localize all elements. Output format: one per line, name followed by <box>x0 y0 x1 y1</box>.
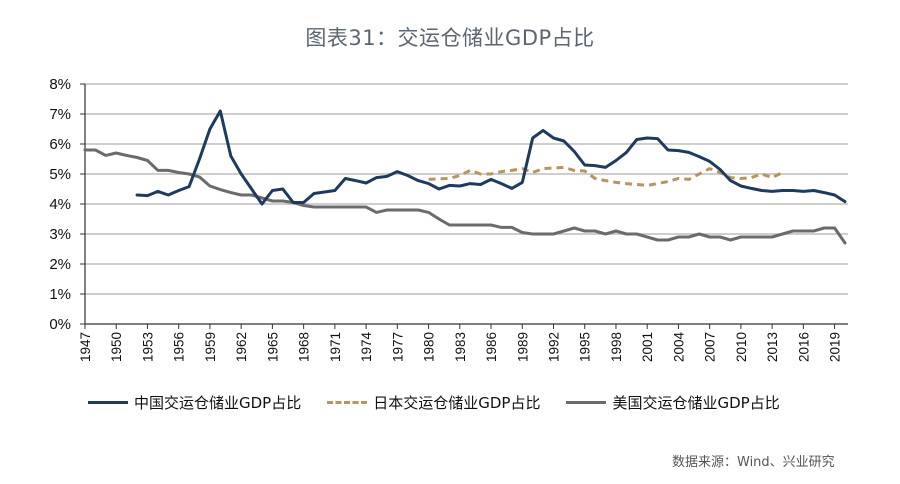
x-tick-label: 1953 <box>140 332 155 362</box>
legend-item-china[interactable]: 中国交运仓储业GDP占比 <box>88 392 301 413</box>
legend: 中国交运仓储业GDP占比 日本交运仓储业GDP占比 美国交运仓储业GDP占比 <box>88 392 806 413</box>
x-tick-label: 1977 <box>390 332 405 362</box>
x-tick-label: 1971 <box>328 332 343 362</box>
legend-swatch-china <box>88 401 128 404</box>
y-tick-label: 2% <box>49 256 71 273</box>
x-tick-label: 1980 <box>422 332 437 362</box>
x-tick-label: 2001 <box>640 332 655 362</box>
y-axis-ticks: 0% 1% 2% 3% 4% 5% 6% 7% 8% <box>49 76 71 333</box>
y-tick-label: 5% <box>49 166 71 183</box>
x-tick-label: 1962 <box>234 332 249 362</box>
y-tick-label: 8% <box>49 76 71 93</box>
x-tick-label: 1983 <box>453 332 468 362</box>
x-tick-label: 1965 <box>265 332 280 362</box>
x-tick-label: 2010 <box>734 332 749 362</box>
legend-label-japan: 日本交运仓储业GDP占比 <box>373 394 541 412</box>
x-tick-label: 2007 <box>703 332 718 362</box>
x-tick-label: 1968 <box>297 332 312 362</box>
y-tick-label: 1% <box>49 286 71 303</box>
x-tick-label: 1986 <box>484 332 499 362</box>
x-tick-label: 1998 <box>609 332 624 362</box>
legend-swatch-usa <box>566 401 607 404</box>
y-tick-label: 6% <box>49 136 71 153</box>
y-tick-label: 7% <box>49 106 71 123</box>
x-tick-label: 1959 <box>203 332 218 362</box>
gridlines <box>85 83 848 295</box>
source-note: 数据来源：Wind、兴业研究 <box>672 455 835 470</box>
legend-item-usa[interactable]: 美国交运仓储业GDP占比 <box>566 392 780 413</box>
x-tick-label: 2004 <box>671 332 686 363</box>
x-tick-label: 1974 <box>359 332 374 363</box>
y-tick-label: 4% <box>49 196 71 213</box>
series-lines <box>83 109 847 245</box>
legend-item-japan[interactable]: 日本交运仓储业GDP占比 <box>327 392 540 413</box>
chart-title: 图表31：交运仓储业GDP占比 <box>305 26 595 50</box>
y-tick-label: 0% <box>49 316 71 333</box>
axes <box>80 83 848 329</box>
x-tick-label: 1950 <box>109 332 124 362</box>
x-tick-label: 2016 <box>796 332 811 362</box>
x-tick-label: 1947 <box>78 332 93 362</box>
series-line-china <box>135 109 847 206</box>
x-tick-label: 1989 <box>515 332 530 362</box>
x-tick-label: 2013 <box>765 332 780 362</box>
x-tick-label: 1995 <box>578 332 593 362</box>
series-line-usa <box>83 148 847 245</box>
series-line-japan <box>428 165 784 187</box>
x-axis-ticks: 1947 1950 1953 1956 1959 1962 1965 1968 1971 1974… <box>78 332 843 363</box>
legend-swatch-japan <box>327 401 368 404</box>
legend-label-china: 中国交运仓储业GDP占比 <box>134 394 302 412</box>
x-tick-label: 1956 <box>172 332 187 362</box>
legend-label-usa: 美国交运仓储业GDP占比 <box>612 394 780 412</box>
y-tick-label: 3% <box>49 226 71 243</box>
x-tick-label: 1992 <box>546 332 561 362</box>
x-tick-label: 2019 <box>828 332 843 362</box>
